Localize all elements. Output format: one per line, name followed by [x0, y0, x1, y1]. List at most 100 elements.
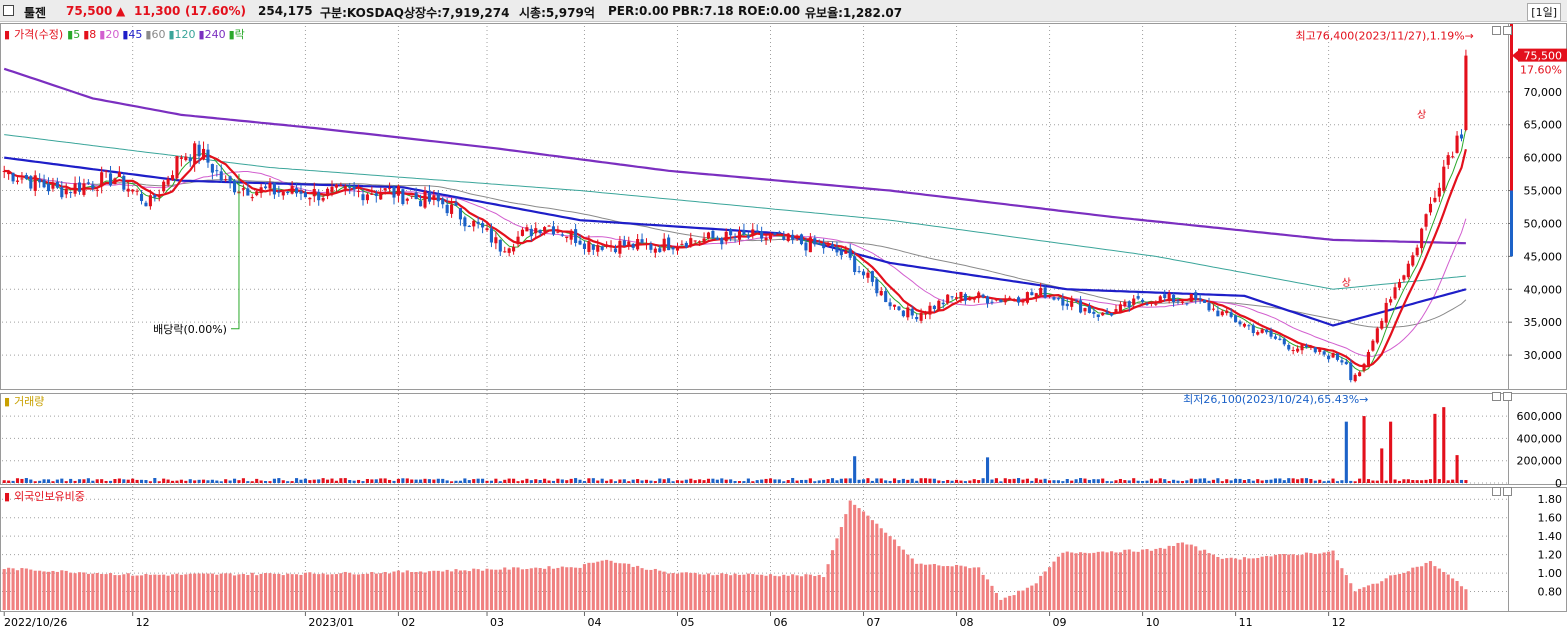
candle-body — [760, 231, 764, 239]
foreign-bar — [122, 574, 126, 610]
volume-bar — [844, 478, 848, 483]
volume-bar — [1242, 480, 1247, 483]
foreign-bar — [1251, 558, 1255, 610]
candle-body — [1052, 297, 1056, 300]
candle-body — [720, 238, 724, 245]
candle-body — [755, 230, 759, 232]
foreign-bar — [963, 566, 967, 610]
candle-body — [1194, 292, 1198, 300]
volume-bar — [582, 481, 587, 483]
volume-bar — [1225, 479, 1229, 483]
candle-body — [543, 227, 547, 232]
volume-bar — [1384, 480, 1388, 483]
candle-body — [525, 227, 529, 232]
foreign-bar — [587, 562, 591, 610]
candle-body — [884, 291, 888, 303]
candle-body — [1309, 346, 1313, 348]
volume-bar — [73, 480, 77, 483]
volume-bar — [489, 480, 494, 483]
foreign-bar — [357, 574, 361, 610]
candle-body — [662, 238, 666, 251]
foreign-bar — [232, 575, 237, 610]
stock-chart[interactable]: 30,000 35,000 40,000 45,000 50,000 55,000 60,0… — [0, 22, 1567, 630]
minimize-volume-pane-button[interactable] — [1492, 392, 1501, 401]
volume-bar — [1371, 480, 1375, 483]
volume-bar — [148, 481, 152, 483]
foreign-bar — [392, 571, 396, 610]
foreign-bar — [560, 566, 564, 610]
candle-body — [795, 237, 799, 239]
maximize-foreign-pane-button[interactable] — [1503, 487, 1512, 496]
maximize-pane-button[interactable] — [1503, 26, 1512, 35]
foreign-bar — [596, 561, 600, 610]
volume-bar — [11, 480, 15, 483]
candle-body — [808, 237, 812, 253]
foreign-bar — [481, 570, 485, 610]
volume-bar — [968, 480, 972, 483]
foreign-bar — [1167, 545, 1171, 610]
candle-body — [706, 232, 711, 239]
minimize-foreign-pane-button[interactable] — [1492, 487, 1501, 496]
volume-bar — [1158, 478, 1162, 483]
volume-bar — [153, 478, 157, 483]
foreign-bar — [1455, 581, 1459, 610]
foreign-bar — [915, 563, 919, 610]
candle-body — [618, 240, 622, 254]
foreign-bar — [534, 567, 538, 610]
foreign-bar — [1083, 552, 1087, 610]
period-selector[interactable]: [1일] — [1527, 3, 1561, 21]
foreign-bar — [977, 567, 981, 610]
candle-body — [29, 176, 33, 189]
volume-bar — [352, 480, 356, 483]
volume-bar — [29, 479, 33, 483]
volume-bar — [290, 481, 294, 483]
foreign-bar — [348, 572, 352, 610]
volume-bar — [892, 478, 897, 483]
stock-name[interactable]: 툴젠 — [24, 6, 47, 20]
candle-body — [746, 235, 750, 238]
volume-bar — [321, 478, 325, 483]
volume-bar — [1136, 480, 1140, 483]
foreign-bar — [91, 573, 95, 610]
volume-bar — [20, 478, 24, 483]
candle-body — [348, 186, 352, 188]
candle-body — [1238, 321, 1242, 325]
candle-body — [290, 186, 294, 194]
volume-bar — [95, 479, 99, 483]
candle-body — [374, 193, 378, 196]
candle-body — [636, 239, 640, 250]
change-amount: 11,300 — [134, 4, 181, 18]
candle-body — [1300, 344, 1304, 351]
volume-bar — [1043, 478, 1047, 483]
x-tick-label-7: 06 — [774, 616, 788, 629]
x-tick-label-2: 2023/01 — [308, 616, 354, 629]
candle-body — [317, 191, 321, 201]
candle-body — [206, 149, 210, 163]
foreign-bar — [303, 572, 307, 610]
foreign-bar — [188, 573, 192, 610]
candle-body — [1335, 353, 1340, 360]
volume-bar — [295, 478, 299, 483]
volume-bar — [822, 479, 826, 483]
select-checkbox[interactable] — [3, 5, 14, 16]
volume-bar — [1039, 479, 1043, 483]
foreign-bar — [1123, 549, 1127, 610]
maximize-volume-pane-button[interactable] — [1503, 392, 1512, 401]
foreign-bar — [884, 532, 888, 610]
candle-body — [556, 231, 560, 233]
volume-bar — [591, 478, 595, 483]
foreign-bar — [870, 520, 874, 610]
candle-body — [1092, 311, 1096, 314]
market-type: 구분:KOSDAQ — [320, 6, 404, 20]
candle-body — [777, 231, 781, 234]
foreign-bar — [946, 565, 950, 610]
foreign-bar — [857, 508, 861, 610]
candle-body — [994, 299, 998, 301]
candle-body — [153, 195, 157, 198]
foreign-bar — [605, 559, 609, 610]
foreign-bar — [1393, 574, 1397, 610]
foreign-bar — [175, 573, 179, 610]
minimize-pane-button[interactable] — [1492, 26, 1501, 35]
volume-bar — [1428, 479, 1433, 483]
legend-item-6: ▮240 — [198, 28, 226, 41]
